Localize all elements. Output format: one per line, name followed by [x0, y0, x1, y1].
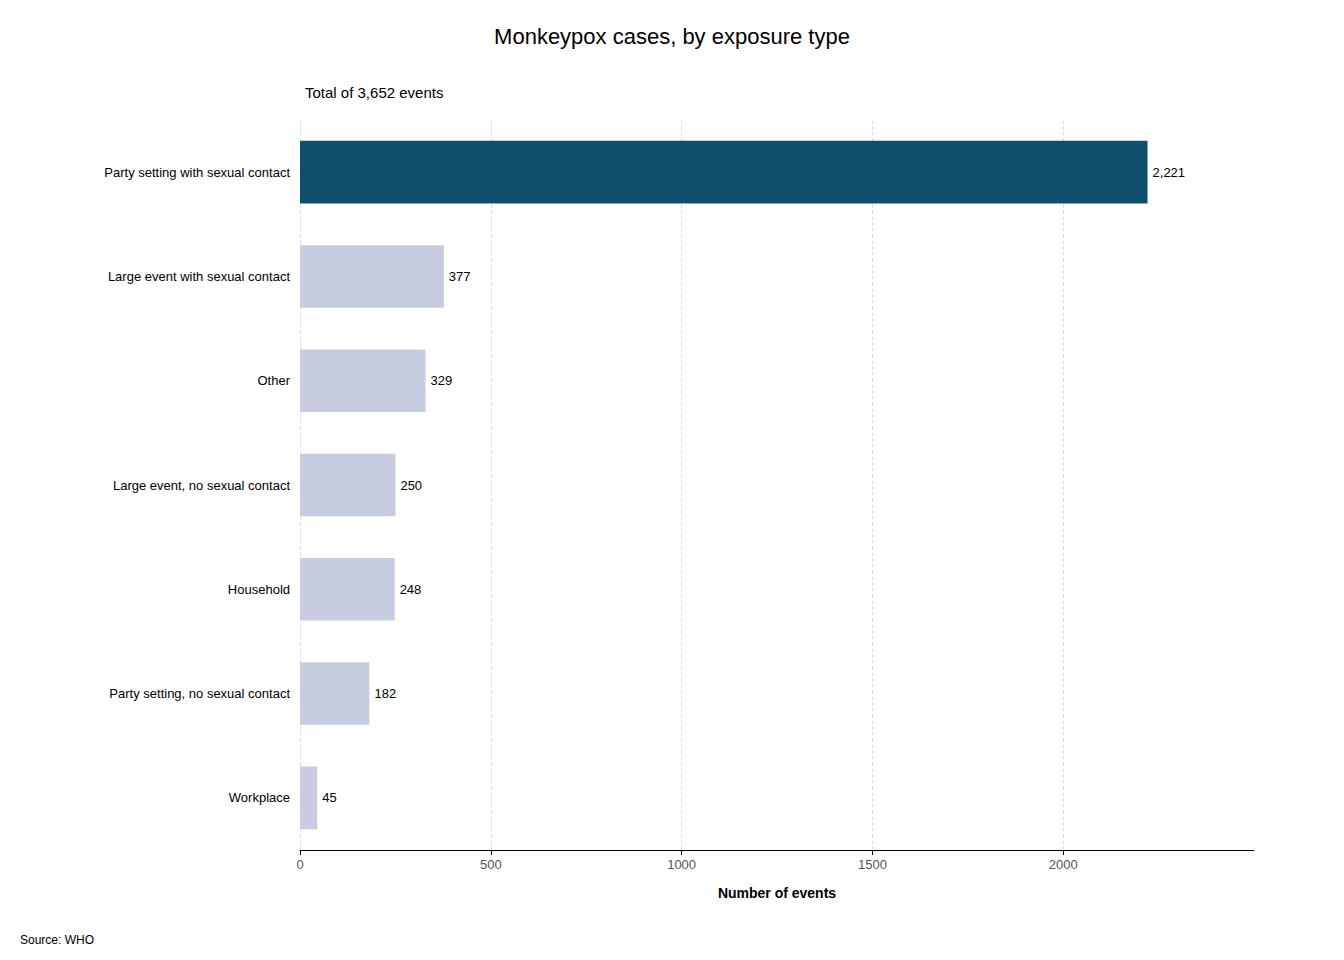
svg-text:182: 182: [374, 686, 396, 701]
svg-text:500: 500: [480, 857, 502, 872]
svg-text:Party setting with sexual cont: Party setting with sexual contact: [104, 165, 290, 180]
svg-text:2,221: 2,221: [1153, 165, 1186, 180]
svg-text:Other: Other: [257, 373, 290, 388]
svg-text:1500: 1500: [858, 857, 887, 872]
svg-text:377: 377: [449, 269, 471, 284]
svg-text:Large event, no sexual contact: Large event, no sexual contact: [113, 478, 290, 493]
svg-text:45: 45: [322, 790, 336, 805]
svg-text:Number of events: Number of events: [718, 885, 836, 901]
svg-text:2000: 2000: [1049, 857, 1078, 872]
svg-text:329: 329: [431, 373, 453, 388]
svg-text:Source: WHO: Source: WHO: [20, 933, 94, 947]
svg-text:0: 0: [296, 857, 303, 872]
svg-text:Monkeypox cases, by exposure t: Monkeypox cases, by exposure type: [494, 24, 850, 49]
svg-text:1000: 1000: [667, 857, 696, 872]
svg-text:Party setting, no sexual conta: Party setting, no sexual contact: [109, 686, 290, 701]
svg-text:Household: Household: [228, 582, 290, 597]
svg-text:Large event with sexual contac: Large event with sexual contact: [108, 269, 290, 284]
svg-text:Total of 3,652 events: Total of 3,652 events: [305, 84, 443, 101]
svg-text:250: 250: [400, 478, 422, 493]
svg-text:Workplace: Workplace: [229, 790, 290, 805]
svg-text:248: 248: [400, 582, 422, 597]
